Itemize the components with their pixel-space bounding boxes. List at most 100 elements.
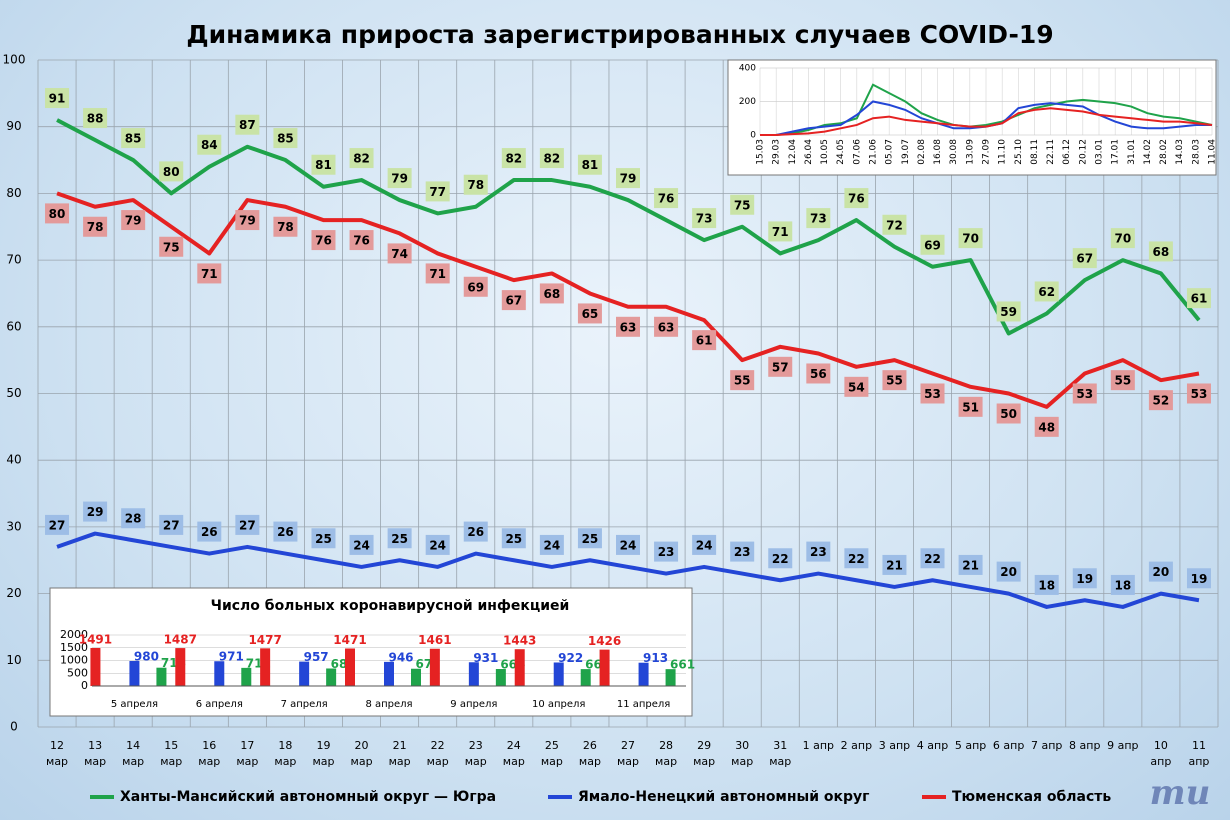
y-tick-label: 1500 xyxy=(60,641,88,654)
bar-value-label: 1477 xyxy=(248,633,281,647)
data-label: 71 xyxy=(201,267,218,281)
data-label-box xyxy=(768,356,793,377)
data-label: 76 xyxy=(848,192,865,206)
bar xyxy=(599,649,610,686)
x-tick-label: 2 апр xyxy=(840,739,873,752)
data-label-box xyxy=(996,301,1021,322)
x-tick-label: 29.03 xyxy=(772,139,782,165)
data-label-box xyxy=(121,128,146,149)
data-label: 76 xyxy=(353,234,370,248)
x-tick-label: 14.03 xyxy=(1175,139,1185,165)
data-label-box xyxy=(577,303,602,324)
data-label: 68 xyxy=(1153,245,1170,259)
data-label: 25 xyxy=(315,532,332,546)
data-label: 73 xyxy=(696,212,713,226)
data-label-box xyxy=(273,521,298,542)
data-label: 65 xyxy=(582,307,599,321)
data-label-box xyxy=(654,188,679,209)
x-tick-label: 22.11 xyxy=(1046,139,1056,165)
x-tick-label: 9 апр xyxy=(1107,739,1139,752)
data-label: 19 xyxy=(1076,572,1093,586)
data-label: 69 xyxy=(924,238,941,252)
data-label: 53 xyxy=(1076,387,1093,401)
data-label-box xyxy=(387,528,412,549)
data-label-box xyxy=(616,168,640,189)
data-label: 18 xyxy=(1038,578,1055,592)
bar xyxy=(129,661,140,686)
data-label: 79 xyxy=(239,214,256,228)
x-tick-label: 06.12 xyxy=(1062,139,1072,165)
data-label: 27 xyxy=(239,518,256,532)
x-tick-label: 20.12 xyxy=(1078,139,1088,165)
data-label: 67 xyxy=(1076,252,1093,266)
data-label-box xyxy=(235,114,260,135)
data-label-box xyxy=(806,541,831,562)
x-tick-label: 10 апреля xyxy=(532,699,585,710)
x-tick-label: 5 апр xyxy=(954,739,987,752)
x-tick-label: 25.10 xyxy=(1014,139,1024,165)
data-label-box xyxy=(235,210,260,231)
data-label-box xyxy=(349,148,374,169)
data-label: 76 xyxy=(315,234,332,248)
data-label: 24 xyxy=(620,538,637,552)
series-line xyxy=(760,83,1213,136)
x-tick-label: 8 апр xyxy=(1069,739,1101,752)
data-label: 23 xyxy=(658,545,675,559)
x-tick-label: 02.08 xyxy=(917,139,927,165)
x-tick-label: 17.01 xyxy=(1111,139,1121,165)
x-tick-label: 27 мар xyxy=(616,739,639,768)
data-label: 91 xyxy=(49,92,66,106)
x-tick-label: 6 апр xyxy=(992,739,1025,752)
data-label-box xyxy=(159,236,184,257)
data-label-box xyxy=(692,330,717,351)
bar xyxy=(665,669,676,686)
data-label: 70 xyxy=(1114,232,1131,246)
data-label: 82 xyxy=(353,152,370,166)
data-label-box xyxy=(882,214,907,235)
data-label-box xyxy=(920,383,945,404)
data-label: 79 xyxy=(620,172,637,186)
data-label: 51 xyxy=(962,400,979,414)
x-tick-label: 19.07 xyxy=(901,139,911,165)
bar xyxy=(580,669,591,686)
data-label-box xyxy=(311,528,336,549)
data-label-box xyxy=(1110,370,1135,391)
data-label-box xyxy=(387,243,412,264)
data-label: 57 xyxy=(772,360,789,374)
x-tick-label: 24 мар xyxy=(502,739,525,768)
data-label: 88 xyxy=(87,112,104,126)
data-label-box xyxy=(616,316,640,337)
y-tick-label: 20 xyxy=(6,586,21,600)
data-label-box xyxy=(463,174,488,195)
x-tick-label: 5 апреля xyxy=(111,699,158,710)
bar-value-label: 1471 xyxy=(333,633,366,647)
x-tick-label: 8 апреля xyxy=(365,699,412,710)
y-tick-label: 100 xyxy=(3,53,26,67)
data-label: 78 xyxy=(87,220,104,234)
x-tick-label: 13 мар xyxy=(84,739,107,768)
x-tick-label: 4 апр xyxy=(916,739,949,752)
bar xyxy=(411,668,421,686)
bar-value-label: 1426 xyxy=(588,634,621,648)
data-label: 23 xyxy=(810,545,827,559)
data-label: 22 xyxy=(924,552,941,566)
data-label-box xyxy=(45,203,70,224)
data-label: 24 xyxy=(429,538,446,552)
bar-value-label: 913 xyxy=(643,651,668,665)
y-tick-label: 0 xyxy=(10,720,18,734)
data-label-box xyxy=(577,528,602,549)
bar xyxy=(553,662,564,686)
data-label: 55 xyxy=(886,374,903,388)
data-label: 48 xyxy=(1038,420,1055,434)
x-tick-label: 08.11 xyxy=(1030,139,1040,165)
x-tick-label: 7 апр xyxy=(1030,739,1063,752)
data-label-box xyxy=(768,548,793,569)
x-tick-label: 11.04 xyxy=(1208,139,1218,165)
x-tick-label: 26.04 xyxy=(804,139,814,165)
y-tick-label: 60 xyxy=(6,319,21,333)
y-tick-label: 1000 xyxy=(60,654,88,667)
data-label: 29 xyxy=(87,505,104,519)
data-label-box xyxy=(730,370,755,391)
data-label: 69 xyxy=(467,280,484,294)
